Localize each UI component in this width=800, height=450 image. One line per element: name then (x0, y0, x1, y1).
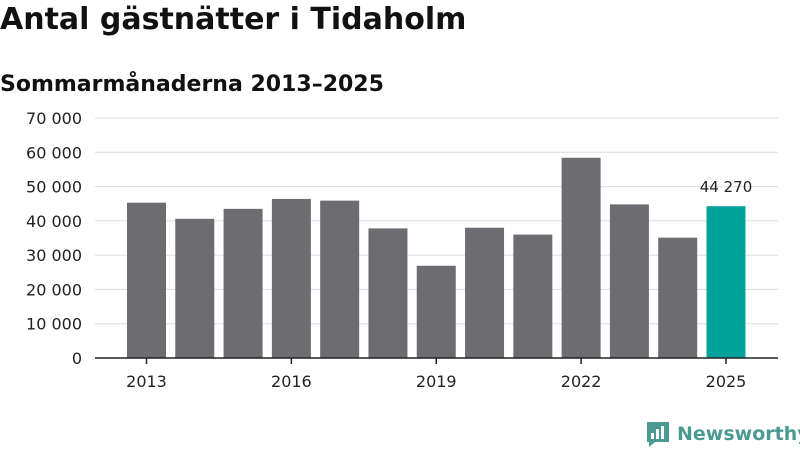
y-tick-label: 0 (72, 349, 82, 368)
brand-name: Newsworthy (677, 423, 800, 445)
bar-2013 (127, 202, 166, 358)
y-tick-label: 60 000 (26, 143, 82, 162)
bar-2020 (465, 227, 505, 358)
x-tick-label: 2022 (561, 372, 602, 391)
x-axis (95, 357, 778, 364)
y-tick-label: 50 000 (26, 178, 82, 197)
y-tick-label: 70 000 (26, 109, 82, 128)
bar-2018 (368, 228, 408, 358)
y-tick-label: 30 000 (26, 246, 82, 265)
bar-2019 (416, 265, 456, 358)
chart-subtitle: Sommarmånaderna 2013–2025 (0, 72, 384, 97)
brand-logo: Newsworthy (645, 420, 800, 448)
bar-2023 (609, 204, 649, 358)
x-tick-label: 2019 (416, 372, 457, 391)
chart-title: Antal gästnätter i Tidaholm (0, 2, 467, 37)
y-tick-label: 10 000 (26, 315, 82, 334)
bar-2015 (223, 208, 263, 358)
y-tick-label: 20 000 (26, 280, 82, 299)
x-tick-label: 2025 (706, 372, 747, 391)
bar-2025 (706, 206, 746, 358)
x-tick-label: 2016 (271, 372, 312, 391)
data-label-2025: 44 270 (700, 178, 753, 196)
bar-2021 (513, 234, 553, 358)
newsworthy-logo-icon (647, 422, 669, 447)
labels: 0 10 000 20 000 30 000 40 000 50 000 60 000 70 … (26, 109, 752, 391)
bar-2022 (561, 157, 601, 358)
bar-2016 (271, 198, 311, 358)
bar-2024 (658, 237, 698, 358)
y-tick-label: 40 000 (26, 212, 82, 231)
bars (127, 157, 746, 358)
x-tick-label: 2013 (126, 372, 167, 391)
bar-2017 (320, 200, 360, 358)
bar-2014 (175, 218, 215, 358)
